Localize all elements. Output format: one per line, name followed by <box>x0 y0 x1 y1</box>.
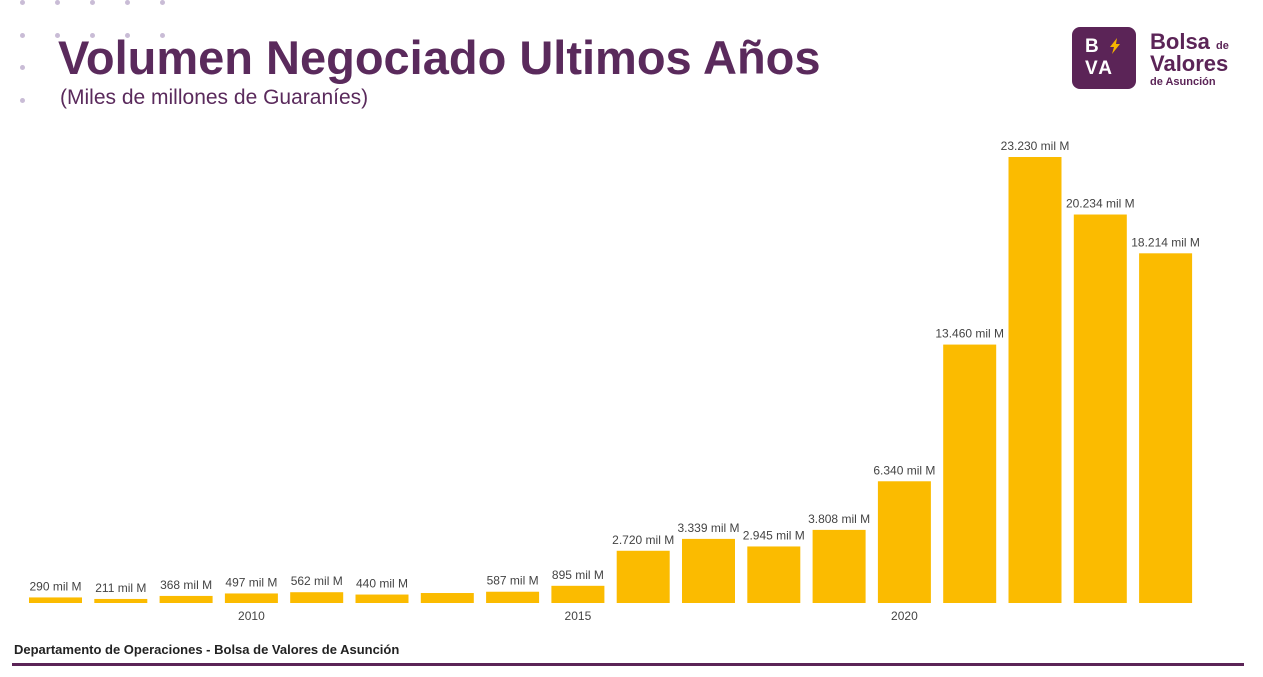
logo-mark-line1: B <box>1085 36 1101 57</box>
logo-name-line1: Bolsa <box>1150 29 1210 54</box>
lightning-icon <box>1110 38 1120 54</box>
footer-text: Departamento de Operaciones - Bolsa de V… <box>14 642 400 657</box>
data-label-2016: 2.720 mil M <box>612 533 674 547</box>
x-tick-label-2020: 2020 <box>891 609 918 623</box>
logo-name-line1-small: de <box>1216 40 1229 52</box>
bar-2009 <box>159 595 213 603</box>
bar-2015 <box>551 585 605 603</box>
data-label-2021: 13.460 mil M <box>935 327 1004 341</box>
logo-wordmark: Bolsa de Valores de Asunción <box>1150 31 1229 88</box>
bar-2013 <box>420 593 474 603</box>
bar-2021 <box>943 344 997 603</box>
bar-2019 <box>812 529 866 603</box>
x-tick-label-2015: 2015 <box>565 609 592 623</box>
data-label-2010: 497 mil M <box>225 575 277 589</box>
bar-2020 <box>877 481 931 603</box>
data-label-2017: 3.339 mil M <box>677 521 739 535</box>
footer-divider <box>12 663 1244 666</box>
bva-logo-mark: B VA <box>1072 27 1136 89</box>
bar-2022 <box>1008 157 1062 603</box>
bar-2016 <box>616 550 670 603</box>
bar-2008 <box>94 598 148 603</box>
logo-name-line2: Valores <box>1150 51 1229 76</box>
page-subtitle: (Miles de millones de Guaraníes) <box>60 86 369 109</box>
page-title: Volumen Negociado Ultimos Años <box>58 31 821 84</box>
data-label-2011: 562 mil M <box>291 574 343 588</box>
data-label-2023: 20.234 mil M <box>1066 197 1135 211</box>
data-label-2012: 440 mil M <box>356 577 408 591</box>
data-label-2015: 895 mil M <box>552 568 604 582</box>
bar-2007 <box>29 597 82 603</box>
decorative-dots <box>0 0 200 110</box>
x-tick-label-2010: 2010 <box>238 609 265 623</box>
data-label-2018: 2.945 mil M <box>743 528 805 542</box>
bar-2014 <box>486 591 540 603</box>
logo-name-line3: de Asunción <box>1150 76 1216 88</box>
bar-2023 <box>1073 214 1127 604</box>
logo-mark-line2: VA <box>1085 58 1114 79</box>
data-label-2022: 23.230 mil M <box>1001 139 1070 153</box>
data-label-2007: 290 mil M <box>29 579 81 593</box>
bar-2017 <box>682 538 735 603</box>
bar-2012 <box>355 594 409 603</box>
bva-logo: B VA Bolsa de Valores de Asunción <box>1072 27 1247 91</box>
bar-2010 <box>224 593 278 603</box>
data-label-2019: 3.808 mil M <box>808 512 870 526</box>
bar-chart: 290 mil M 211 mil M 368 mil M 497 mil M 562 … <box>29 139 1200 623</box>
bar-2011 <box>290 592 344 603</box>
data-label-2024: 18.214 mil M <box>1131 235 1200 249</box>
data-label-2008: 211 mil M <box>95 581 146 595</box>
data-label-2014: 587 mil M <box>487 574 539 588</box>
data-label-2009: 368 mil M <box>160 578 212 592</box>
bar-2018 <box>747 546 801 603</box>
data-label-2020: 6.340 mil M <box>873 463 935 477</box>
bar-2024 <box>1139 253 1193 603</box>
